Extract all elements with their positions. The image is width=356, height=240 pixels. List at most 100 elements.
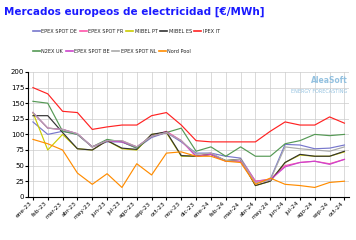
Line: MIBEL ES: MIBEL ES xyxy=(33,116,345,186)
EPEX SPOT BE xyxy=(298,161,302,164)
MIBEL ES xyxy=(283,161,287,164)
EPEX SPOT NL xyxy=(283,145,287,148)
Line: EPEX SPOT BE: EPEX SPOT BE xyxy=(33,113,345,183)
EPEX SPOT BE xyxy=(179,139,183,142)
MIBEL PT xyxy=(135,149,139,151)
EPEX SPOT BE xyxy=(253,182,257,185)
EPEX SPOT NL xyxy=(61,128,65,131)
Text: Mercados europeos de electricidad [€/MWh]: Mercados europeos de electricidad [€/MWh… xyxy=(4,7,264,18)
N2EX UK xyxy=(61,130,65,133)
N2EX UK xyxy=(135,147,139,150)
EPEX SPOT DE xyxy=(224,155,228,158)
N2EX UK xyxy=(328,134,332,137)
N2EX UK xyxy=(179,127,183,130)
EPEX SPOT BE xyxy=(75,132,80,135)
EPEX SPOT BE xyxy=(135,145,139,148)
EPEX SPOT DE xyxy=(179,140,183,143)
EPEX SPOT DE xyxy=(268,178,272,181)
MIBEL PT xyxy=(298,154,302,156)
MIBEL ES xyxy=(253,184,257,187)
EPEX SPOT NL xyxy=(328,150,332,153)
MIBEL PT xyxy=(313,155,317,158)
IPEX IT xyxy=(135,124,139,126)
EPEX SPOT NL xyxy=(313,149,317,151)
N2EX UK xyxy=(239,145,243,148)
Nord Pool xyxy=(75,172,80,174)
EPEX SPOT NL xyxy=(46,127,50,130)
EPEX SPOT BE xyxy=(164,131,169,134)
MIBEL PT xyxy=(239,158,243,161)
Nord Pool xyxy=(209,155,213,158)
EPEX SPOT DE xyxy=(209,152,213,155)
EPEX SPOT BE xyxy=(120,140,124,143)
EPEX SPOT NL xyxy=(164,131,169,134)
MIBEL ES xyxy=(31,114,35,117)
IPEX IT xyxy=(283,120,287,123)
N2EX UK xyxy=(298,139,302,142)
Nord Pool xyxy=(194,155,198,158)
N2EX UK xyxy=(283,142,287,145)
Line: Nord Pool: Nord Pool xyxy=(33,139,345,187)
MIBEL PT xyxy=(150,133,154,136)
MIBEL PT xyxy=(283,161,287,164)
EPEX SPOT DE xyxy=(105,140,109,143)
IPEX IT xyxy=(268,130,272,133)
IPEX IT xyxy=(313,124,317,126)
EPEX SPOT NL xyxy=(150,135,154,138)
EPEX SPOT NL xyxy=(31,111,35,114)
MIBEL ES xyxy=(239,158,243,161)
EPEX SPOT DE xyxy=(31,120,35,123)
EPEX SPOT NL xyxy=(239,158,243,161)
EPEX SPOT DE xyxy=(46,133,50,136)
Nord Pool xyxy=(120,186,124,189)
EPEX SPOT BE xyxy=(328,163,332,166)
MIBEL ES xyxy=(342,150,347,153)
EPEX SPOT DE xyxy=(164,131,169,134)
Text: ENERGY FORECASTING: ENERGY FORECASTING xyxy=(291,90,347,95)
EPEX SPOT DE xyxy=(253,180,257,183)
EPEX SPOT DE xyxy=(90,145,94,148)
EPEX SPOT BE xyxy=(150,135,154,138)
N2EX UK xyxy=(342,133,347,136)
Nord Pool xyxy=(283,183,287,186)
MIBEL ES xyxy=(150,133,154,136)
EPEX SPOT BE xyxy=(194,155,198,158)
EPEX SPOT NL xyxy=(194,153,198,156)
EPEX SPOT FR xyxy=(239,158,243,161)
EPEX SPOT FR xyxy=(268,178,272,181)
EPEX SPOT NL xyxy=(75,132,80,135)
Nord Pool xyxy=(179,150,183,153)
MIBEL ES xyxy=(179,154,183,157)
MIBEL ES xyxy=(268,180,272,183)
EPEX SPOT DE xyxy=(75,133,80,136)
N2EX UK xyxy=(150,135,154,138)
EPEX SPOT FR xyxy=(135,145,139,148)
Nord Pool xyxy=(135,162,139,165)
EPEX SPOT FR xyxy=(253,180,257,183)
Nord Pool xyxy=(46,142,50,145)
IPEX IT xyxy=(224,140,228,143)
EPEX SPOT DE xyxy=(313,147,317,150)
MIBEL ES xyxy=(313,155,317,158)
Nord Pool xyxy=(268,177,272,180)
IPEX IT xyxy=(120,124,124,126)
IPEX IT xyxy=(150,114,154,117)
EPEX SPOT DE xyxy=(150,136,154,139)
MIBEL PT xyxy=(209,153,213,156)
EPEX SPOT BE xyxy=(313,160,317,163)
EPEX SPOT BE xyxy=(239,160,243,163)
Text: AleaSoft: AleaSoft xyxy=(310,76,347,85)
MIBEL PT xyxy=(46,149,50,151)
IPEX IT xyxy=(209,140,213,143)
EPEX SPOT DE xyxy=(120,140,124,143)
MIBEL ES xyxy=(46,114,50,117)
EPEX SPOT BE xyxy=(209,153,213,156)
Line: IPEX IT: IPEX IT xyxy=(33,88,345,142)
EPEX SPOT DE xyxy=(298,144,302,146)
MIBEL PT xyxy=(328,155,332,158)
EPEX SPOT NL xyxy=(224,159,228,162)
IPEX IT xyxy=(179,124,183,126)
IPEX IT xyxy=(75,111,80,114)
EPEX SPOT BE xyxy=(283,165,287,168)
EPEX SPOT FR xyxy=(209,152,213,155)
